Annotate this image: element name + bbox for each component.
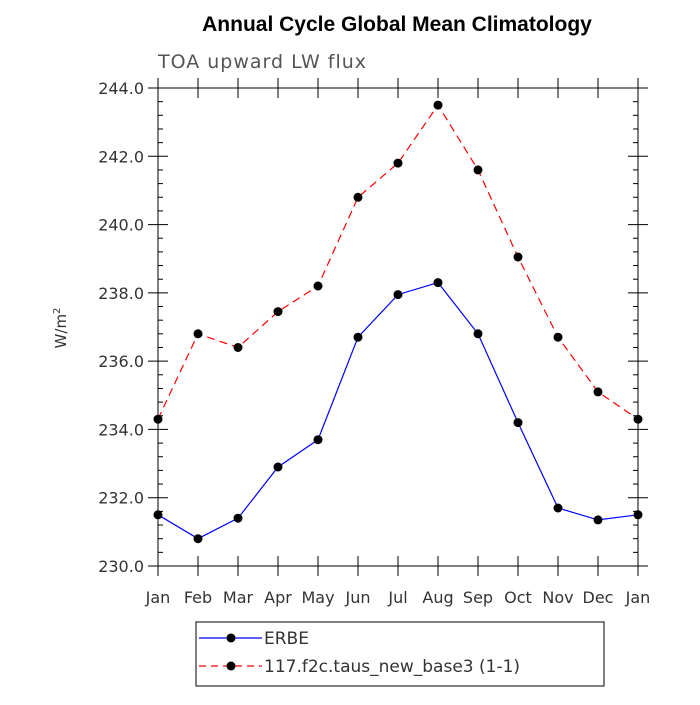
data-point-series-1	[233, 343, 243, 352]
y-tick-label: 244.0	[98, 79, 144, 98]
y-tick-labels: 230.0 232.0 234.0 236.0 238.0 240.0 242.0 244.0	[98, 79, 144, 576]
x-tick-label: Oct	[504, 588, 532, 607]
y-axis-label-text: W/m	[52, 314, 70, 349]
data-point-series-0	[513, 418, 523, 428]
data-point-series-1	[593, 387, 603, 397]
y-tick-label: 236.0	[98, 352, 144, 371]
chart-title: Annual Cycle Global Mean Climatology	[202, 13, 592, 36]
y-tick-label: 238.0	[98, 284, 144, 303]
x-tick-label: Sep	[463, 588, 493, 607]
data-point-series-1	[193, 329, 203, 339]
y-tick-label: 242.0	[98, 147, 144, 166]
data-point-series-0	[473, 329, 483, 339]
svg-text:W/m2: W/m2	[52, 308, 70, 349]
data-point-series-0	[593, 515, 603, 525]
data-point-series-0	[193, 534, 203, 544]
legend-label-model: 117.f2c.taus_new_base3 (1-1)	[264, 657, 520, 677]
y-tick-label: 230.0	[98, 557, 144, 576]
legend-marker-erbe	[226, 633, 236, 643]
x-tick-label: Aug	[422, 588, 453, 607]
x-tick-label: Jul	[387, 588, 407, 607]
data-point-series-0	[393, 290, 403, 300]
data-point-series-0	[353, 332, 363, 342]
legend: ERBE 117.f2c.taus_new_base3 (1-1)	[195, 621, 605, 687]
data-point-series-0	[233, 513, 243, 523]
data-point-series-1	[393, 158, 403, 168]
data-point-series-1	[273, 307, 283, 317]
y-axis-label-superscript: 2	[52, 308, 63, 314]
y-tick-label: 240.0	[98, 216, 144, 235]
x-tick-label: Feb	[184, 588, 212, 607]
data-point-series-0	[633, 510, 643, 520]
x-tick-label: Jun	[345, 588, 371, 607]
legend-marker-model	[226, 661, 236, 671]
data-point-series-1	[513, 252, 523, 262]
x-tick-label: May	[301, 588, 334, 607]
axis-ticks	[148, 78, 648, 576]
x-tick-label: Dec	[583, 588, 614, 607]
series-layer	[153, 100, 643, 544]
data-point-series-1	[433, 100, 443, 110]
y-tick-label: 232.0	[98, 489, 144, 508]
series-line-0	[157, 281, 639, 540]
x-tick-label: Apr	[264, 588, 292, 607]
x-tick-labels: Jan Feb Mar Apr May Jun Jul Aug Sep Oct Nov Dec Jan	[145, 588, 651, 607]
y-axis-label: W/m2	[52, 308, 70, 349]
x-tick-label: Nov	[542, 588, 573, 607]
data-point-series-0	[313, 435, 323, 445]
x-tick-label: Jan	[145, 588, 171, 607]
data-point-series-1	[313, 281, 323, 291]
data-point-series-0	[553, 503, 563, 513]
data-point-series-1	[553, 332, 563, 342]
data-point-series-0	[273, 462, 283, 472]
data-point-series-0	[153, 510, 163, 520]
y-tick-label: 234.0	[98, 420, 144, 439]
data-point-series-0	[433, 278, 443, 288]
data-point-series-1	[153, 414, 163, 424]
chart-subtitle: TOA upward LW flux	[157, 51, 367, 73]
x-tick-label: Jan	[625, 588, 651, 607]
data-point-series-1	[473, 165, 483, 175]
legend-label-erbe: ERBE	[264, 629, 309, 649]
legend-box	[195, 621, 605, 687]
data-point-series-1	[353, 192, 363, 202]
series-line-1	[157, 104, 639, 420]
x-tick-label: Mar	[223, 588, 254, 607]
data-point-series-1	[633, 414, 643, 424]
